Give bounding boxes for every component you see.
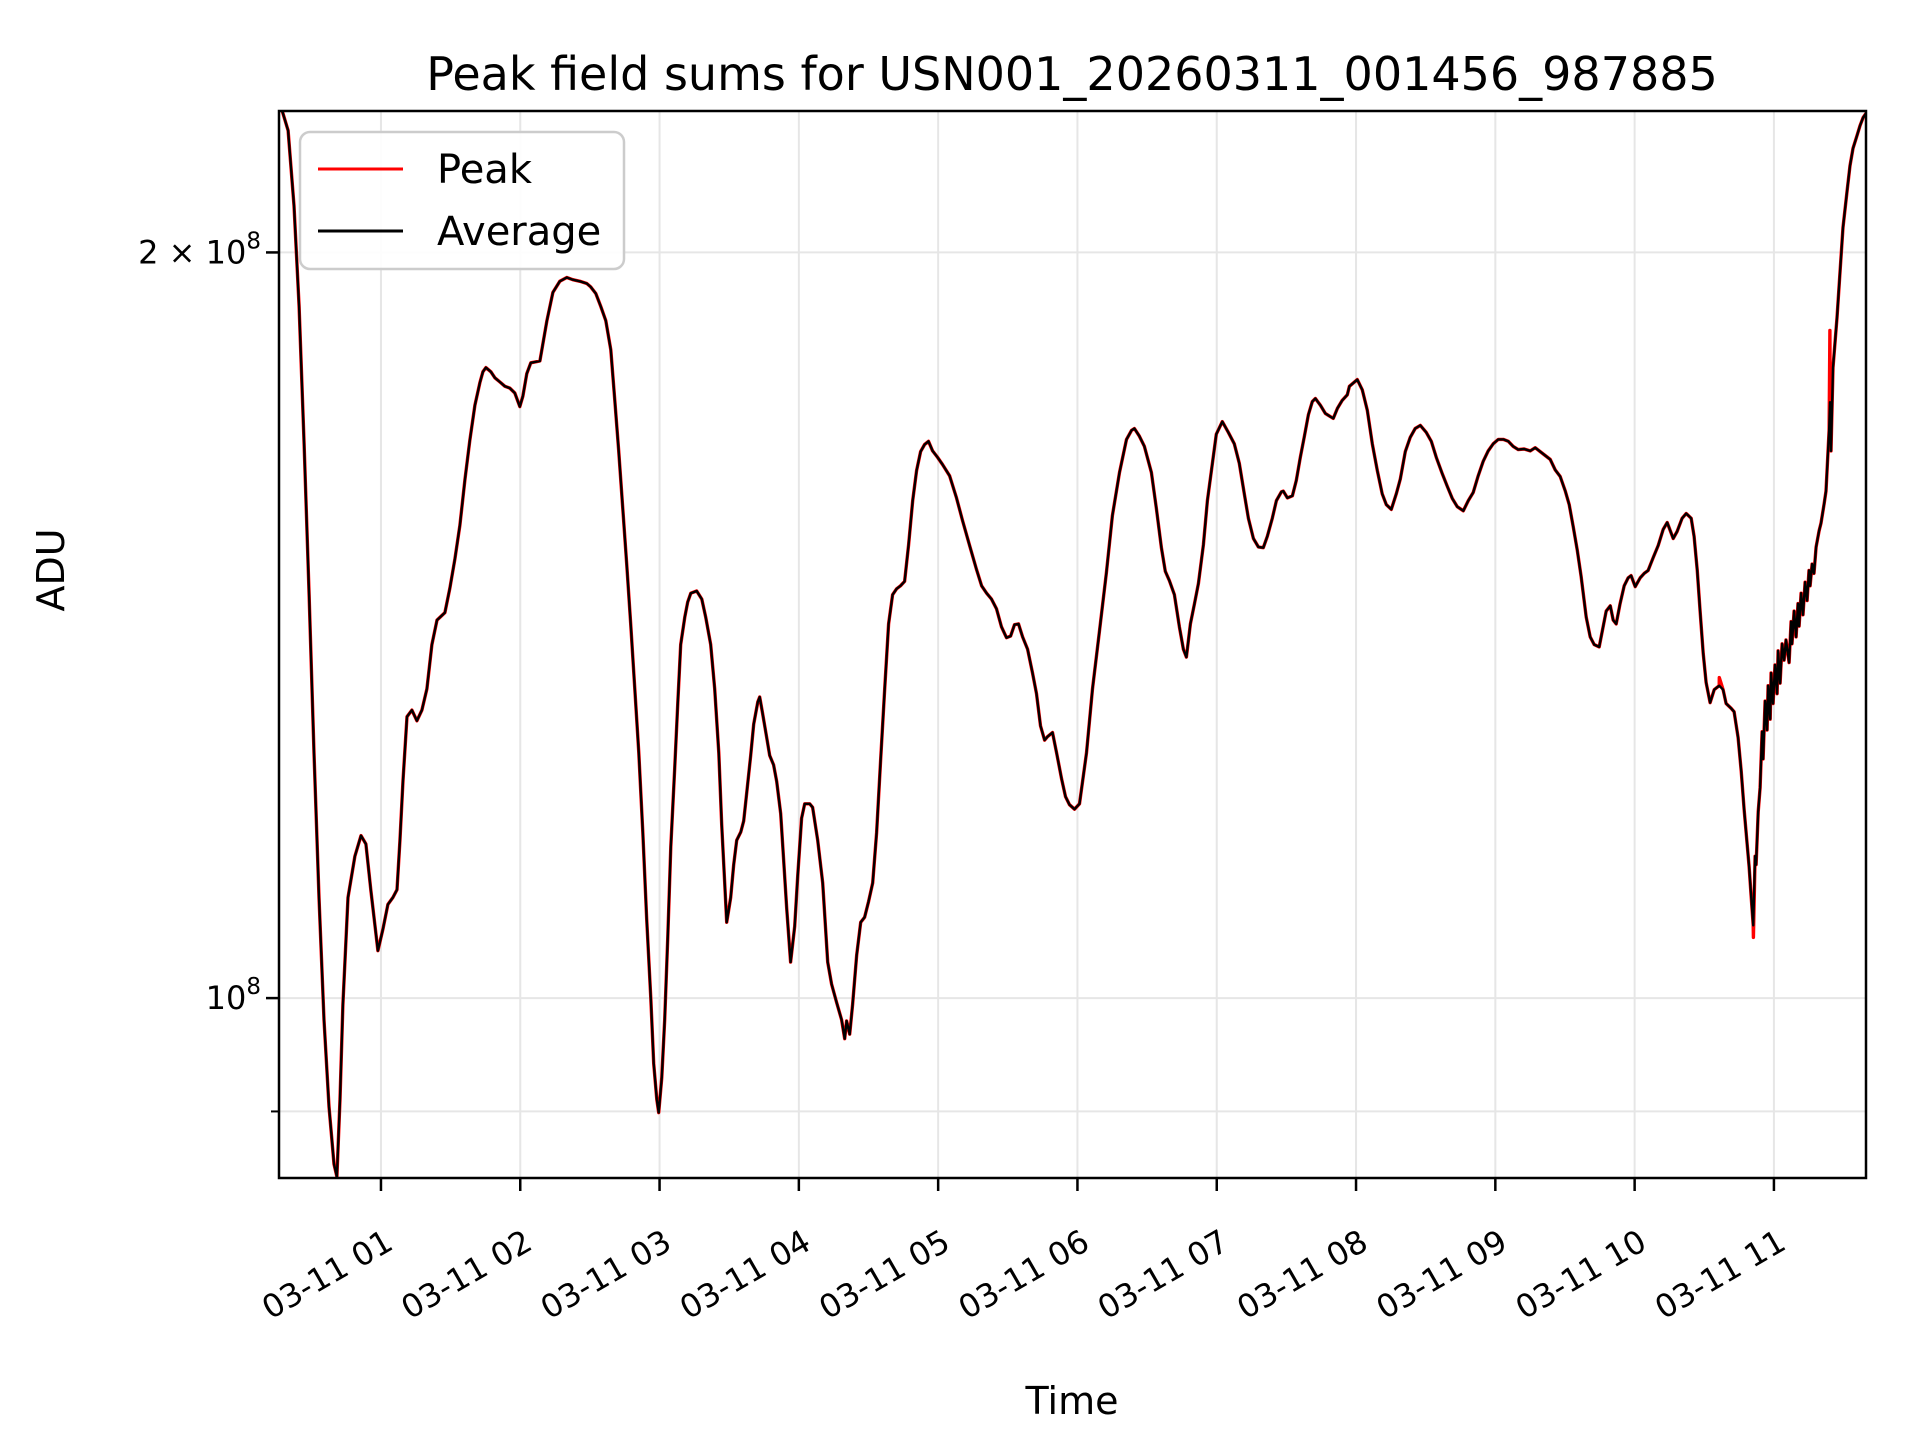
legend-average-label: Average <box>437 209 601 255</box>
chart-title: Peak field sums for USN001_20260311_0014… <box>426 47 1718 101</box>
legend-peak-label: Peak <box>437 147 533 193</box>
series-group <box>280 111 1866 1178</box>
gridlines <box>279 111 1866 1178</box>
plot-border <box>277 109 1868 1180</box>
legend-box <box>298 130 626 271</box>
y-tick-labels: 2 × 108 108 <box>138 228 261 1017</box>
average-series-line <box>280 111 1866 1178</box>
x-axis-label: Time <box>1025 1379 1119 1423</box>
legend: Peak Average <box>298 130 626 271</box>
tick-marks <box>266 251 1776 1191</box>
y-tick-label: 2 × 108 <box>138 228 261 271</box>
y-axis-label: ADU <box>29 528 73 611</box>
y-tick-label: 108 <box>206 974 261 1017</box>
